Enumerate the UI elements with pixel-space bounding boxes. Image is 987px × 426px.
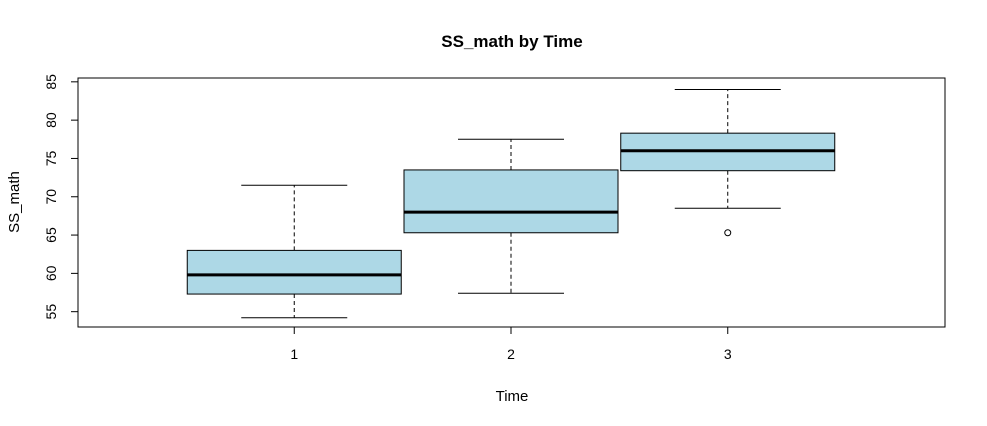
- box-group-1: [186, 184, 402, 319]
- y-axis-label: SS_math: [6, 171, 23, 233]
- y-tick-label: 55: [43, 304, 59, 320]
- y-axis: 55 60 65 70 75 80 85: [43, 74, 79, 320]
- outlier-point: [724, 229, 732, 237]
- box: [186, 249, 402, 295]
- y-tick-label: 65: [43, 227, 59, 243]
- chart-title: SS_math by Time: [441, 32, 582, 51]
- x-tick-label: 2: [507, 346, 515, 362]
- x-tick-label: 3: [724, 346, 732, 362]
- x-tick-label: 1: [290, 346, 298, 362]
- y-tick-label: 70: [43, 189, 59, 205]
- box-group-2: [403, 138, 619, 294]
- box: [403, 169, 619, 234]
- boxes: [186, 88, 836, 319]
- x-axis: 1 2 3: [290, 326, 732, 362]
- y-tick-label: 60: [43, 265, 59, 281]
- y-tick-label: 75: [43, 150, 59, 166]
- box-group-3: [620, 88, 836, 237]
- y-tick-label: 85: [43, 74, 59, 90]
- y-tick-label: 80: [43, 112, 59, 128]
- x-axis-label: Time: [496, 388, 529, 405]
